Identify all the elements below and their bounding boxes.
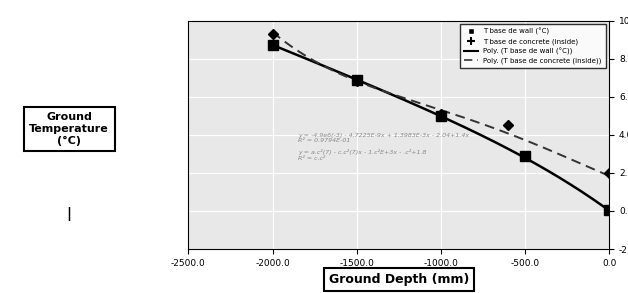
Text: Ground
Temperature
(°C): Ground Temperature (°C) (30, 112, 109, 146)
X-axis label: Ground Depth (mm): Ground Depth (mm) (328, 273, 469, 286)
Text: |: | (67, 207, 72, 221)
Legend: T base de wall (°C), T base de concrete (inside), Poly. (T base de wall (°C)), P: T base de wall (°C), T base de concrete … (460, 24, 605, 68)
Text: y = a.c²(7) - c.c²(7)x - 1.c²E+3x - .c²+1.8
R² = c.c²: y = a.c²(7) - c.c²(7)x - 1.c²E+3x - .c²+… (298, 149, 426, 161)
Text: y = -4.9e6(-3) - 4.7225E-9x + 1.3983E-3x - 2.04+1.4x
R² = 0.9794E-01: y = -4.9e6(-3) - 4.7225E-9x + 1.3983E-3x… (298, 133, 469, 143)
